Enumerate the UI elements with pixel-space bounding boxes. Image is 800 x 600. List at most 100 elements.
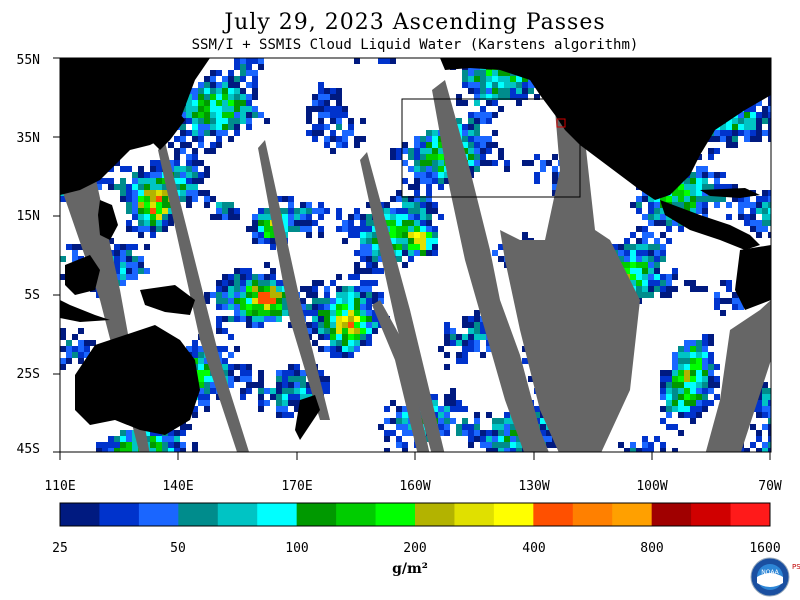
cloud-cell [768,430,771,436]
cloud-cell [192,112,198,118]
cloud-cell [642,262,648,268]
cloud-cell [684,364,690,370]
cloud-cell [654,280,660,286]
cloud-cell [642,226,648,232]
cloud-cell [768,112,771,118]
cloud-cell [654,220,660,226]
cloud-cell [186,130,192,136]
cloud-cell [768,412,771,418]
cloud-cell [168,214,174,220]
cloud-cell [228,316,234,322]
cloud-cell [204,106,210,112]
cloud-cell [216,130,222,136]
cloud-cell [654,256,660,262]
cloud-cell [138,256,144,262]
cloud-cell [762,406,768,412]
swath-gap [432,80,549,452]
cloud-cell [696,172,702,178]
cloud-cell [396,442,402,448]
cloud-cell [426,238,432,244]
cloud-cell [432,238,438,244]
colorbar-swatch [138,503,179,526]
cloud-cell [198,376,204,382]
cloud-cell [258,376,264,382]
cloud-cell [480,76,486,82]
cloud-cell [210,118,216,124]
cloud-cell [468,340,474,346]
cloud-cell [768,424,771,430]
cloud-cell [624,250,630,256]
cloud-cell [336,328,342,334]
cloud-cell [648,220,654,226]
cloud-cell [738,208,744,214]
cloud-cell [234,118,240,124]
cloud-cell [366,298,372,304]
cloud-cell [630,244,636,250]
cloud-cell [60,274,66,280]
cloud-cell [468,430,474,436]
cloud-cell [396,190,402,196]
cloud-cell [450,334,456,340]
cloud-cell [426,214,432,220]
cloud-cell [348,352,354,358]
lat-label: 25S [16,367,40,382]
cloud-cell [480,148,486,154]
cloud-cell [210,142,216,148]
cloud-cell [516,100,522,106]
cloud-cell [444,394,450,400]
cloud-cell [342,112,348,118]
cloud-cell [426,172,432,178]
cloud-cell [270,394,276,400]
cloud-cell [120,178,126,184]
cloud-cell [762,412,768,418]
cloud-cell [246,280,252,286]
cloud-cell [432,202,438,208]
cloud-cell [186,424,192,430]
cloud-cell [354,316,360,322]
cloud-cell [390,196,396,202]
cloud-cell [660,244,666,250]
cloud-cell [504,82,510,88]
cloud-cell [750,424,756,430]
cloud-cell [756,232,762,238]
cloud-cell [114,268,120,274]
cloud-cell [486,136,492,142]
cloud-cell [96,178,102,184]
cloud-cell [324,136,330,142]
cloud-cell [252,280,258,286]
cloud-cell [642,196,648,202]
cloud-cell [126,244,132,250]
cloud-cell [432,226,438,232]
cloud-cell [756,400,762,406]
cloud-cell [132,190,138,196]
cloud-cell [540,418,546,424]
cloud-cell [198,370,204,376]
cloud-cell [342,310,348,316]
cloud-cell [726,124,732,130]
cloud-cell [336,274,342,280]
cloud-cell [360,118,366,124]
cloud-cell [330,280,336,286]
japan-land [150,95,185,150]
cloud-cell [336,208,342,214]
cloud-cell [660,418,666,424]
cloud-cell [504,448,510,452]
cloud-cell [696,208,702,214]
cloud-cell [462,142,468,148]
cloud-cell [216,142,222,148]
cloud-cell [402,232,408,238]
cloud-cell [312,292,318,298]
cloud-cell [288,208,294,214]
cloud-cell [246,286,252,292]
cloud-cell [372,310,378,316]
cloud-cell [690,376,696,382]
cloud-cell [216,82,222,88]
cloud-cell [300,394,306,400]
cloud-cell [354,322,360,328]
cloud-cell [480,328,486,334]
cloud-cell [720,124,726,130]
cloud-cell [720,196,726,202]
cloud-cell [162,190,168,196]
cloud-cell [768,436,771,442]
